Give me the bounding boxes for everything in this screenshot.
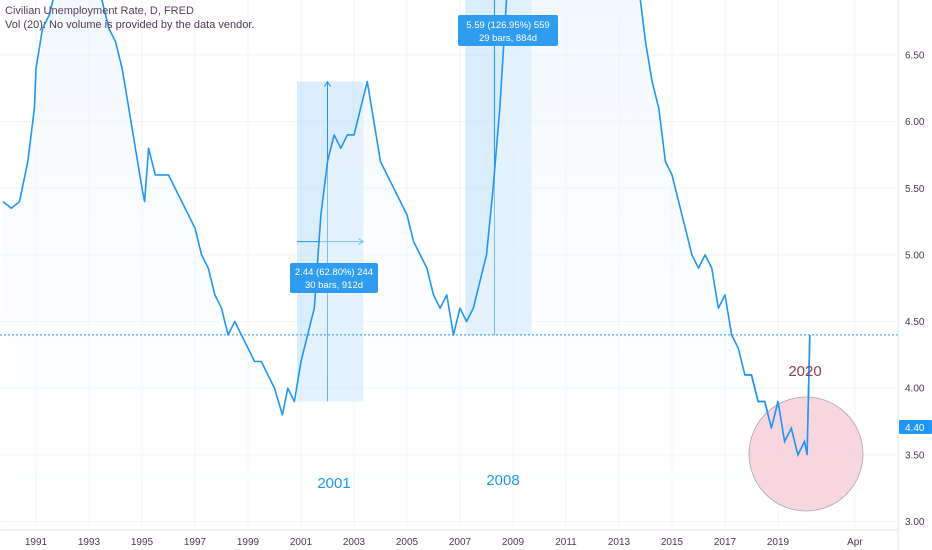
y-tick-label: 4.50 — [905, 317, 925, 328]
x-tick-label: 2011 — [555, 537, 577, 548]
highlight-2020 — [744, 334, 864, 512]
measure-2001-line1: 2.44 (62.80%) 244 — [295, 267, 373, 278]
x-tick-label: 2015 — [661, 537, 684, 548]
series-line — [2, 0, 811, 456]
y-tick-label: 3.50 — [905, 450, 925, 461]
current-value-label: 4.40 — [899, 420, 932, 434]
x-tick-label: Apr — [847, 537, 863, 548]
y-tick-label: 5.50 — [905, 184, 925, 195]
y-tick-label: 4.00 — [905, 384, 925, 395]
y-tick-label: 6.50 — [905, 50, 925, 61]
measure-2008-line2: 29 bars, 884d — [479, 33, 537, 44]
measure-2008-line1: 5.59 (126.95%) 559 — [466, 20, 549, 31]
x-tick-label: 1995 — [131, 537, 154, 548]
measure-label-2001: 2.44 (62.80%) 244 30 bars, 912d — [290, 263, 378, 293]
measure-2001-arrowhead-up — [324, 80, 331, 87]
annotation-2008: 2008 — [486, 472, 519, 489]
legend-volume-note: Vol (20): No volume is provided by the d… — [5, 19, 255, 31]
y-tick-label: 5.00 — [905, 250, 925, 261]
x-tick-label: 1999 — [237, 537, 260, 548]
legend-title[interactable]: Civilian Unemployment Rate, D, FRED — [5, 5, 194, 17]
series-area — [3, 0, 810, 530]
x-tick-label: 2003 — [343, 537, 366, 548]
current-value-text: 4.40 — [905, 423, 925, 434]
x-tick-label: 2001 — [290, 537, 313, 548]
measure-label-2008: 5.59 (126.95%) 559 29 bars, 884d — [458, 15, 558, 46]
chart-legend: Civilian Unemployment Rate, D, FRED Vol … — [5, 4, 254, 32]
x-tick-label: 2009 — [502, 537, 525, 548]
x-tick-label: 1997 — [184, 537, 207, 548]
highlight-circle-2020 — [748, 396, 864, 512]
x-axis[interactable]: 1991 1993 1995 1997 1999 2001 2003 2005 2007 2009… — [0, 529, 898, 548]
x-tick-label: 2019 — [767, 537, 790, 548]
y-tick-label: 6.00 — [905, 117, 925, 128]
x-tick-label: 1993 — [78, 537, 101, 548]
x-tick-label: 2005 — [396, 537, 419, 548]
series-line-2020-overlay — [744, 334, 811, 458]
y-axis[interactable]: 3.003.504.004.505.005.506.006.507.007.50… — [897, 0, 930, 550]
measure-2001-line2: 30 bars, 912d — [305, 280, 363, 291]
x-tick-label: 2013 — [608, 537, 631, 548]
annotation-2020: 2020 — [788, 363, 821, 380]
x-tick-label: 2007 — [449, 537, 472, 548]
y-tick-label: 3.00 — [905, 517, 925, 528]
annotation-2001: 2001 — [317, 475, 350, 492]
x-tick-label: 1991 — [25, 537, 48, 548]
x-tick-label: 2017 — [714, 537, 737, 548]
